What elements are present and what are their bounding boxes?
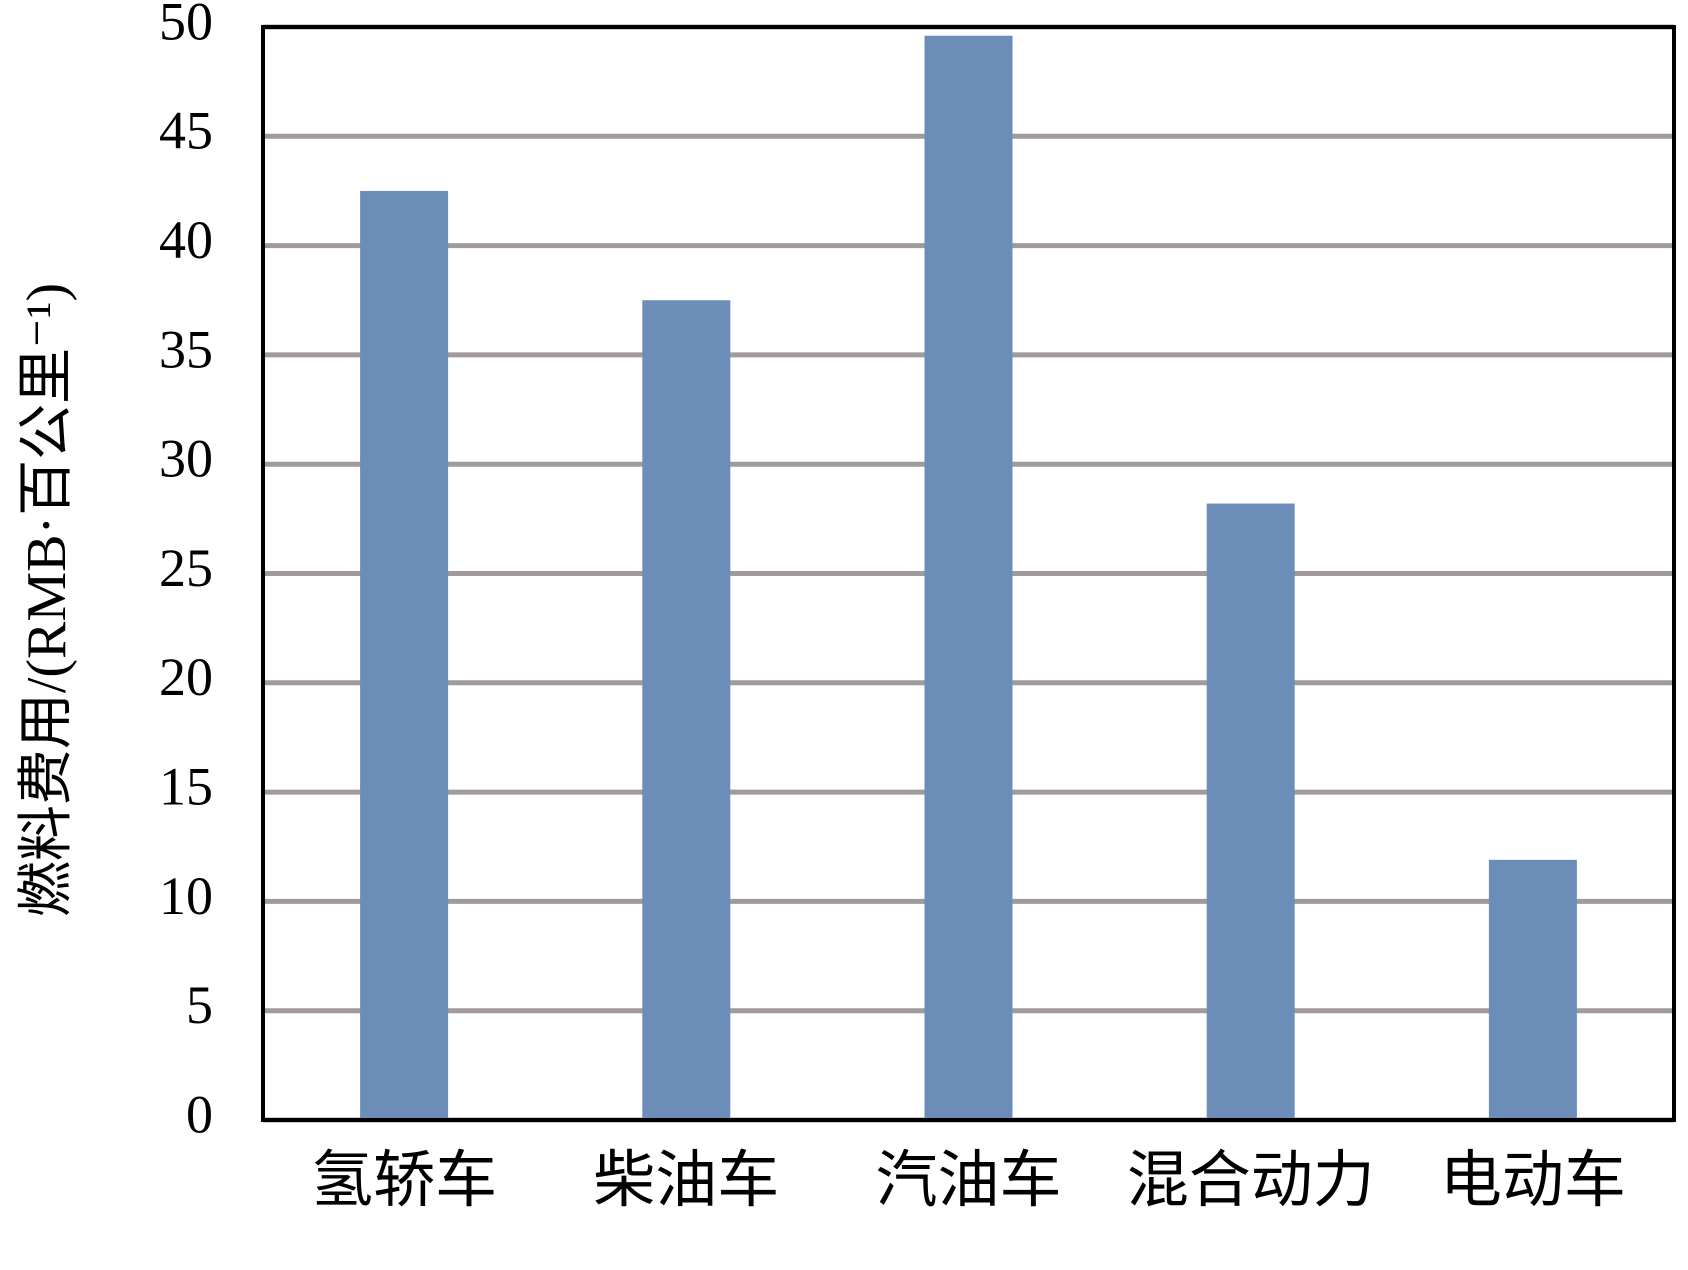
y-tick-label: 35 <box>159 319 213 379</box>
y-tick-label: 5 <box>186 975 213 1035</box>
y-tick-label: 45 <box>159 101 213 161</box>
bar <box>1206 503 1295 1121</box>
y-tick-label: 50 <box>159 0 213 51</box>
y-tick-label: 15 <box>159 756 213 816</box>
y-tick-label: 25 <box>159 538 213 598</box>
y-tick-label: 10 <box>159 866 213 926</box>
x-tick-label: 汽油车 <box>875 1147 1061 1215</box>
plot-frame <box>261 25 1676 1122</box>
y-tick-label: 30 <box>159 429 213 489</box>
x-tick-label: 氢轿车 <box>311 1147 497 1215</box>
y-tick-label: 40 <box>159 210 213 270</box>
bar <box>642 300 731 1120</box>
x-tick-label: 柴油车 <box>593 1147 779 1215</box>
bar <box>1488 859 1577 1120</box>
y-axis-label: 燃料费用/(RMB·百公里⁻¹) <box>16 283 78 917</box>
y-tick-label: 0 <box>186 1084 213 1144</box>
bar <box>360 190 449 1120</box>
bar <box>924 35 1013 1120</box>
x-tick-label: 电动车 <box>1440 1147 1626 1215</box>
y-tick-label: 20 <box>159 647 213 707</box>
x-tick-label: 混合动力 <box>1127 1147 1375 1215</box>
